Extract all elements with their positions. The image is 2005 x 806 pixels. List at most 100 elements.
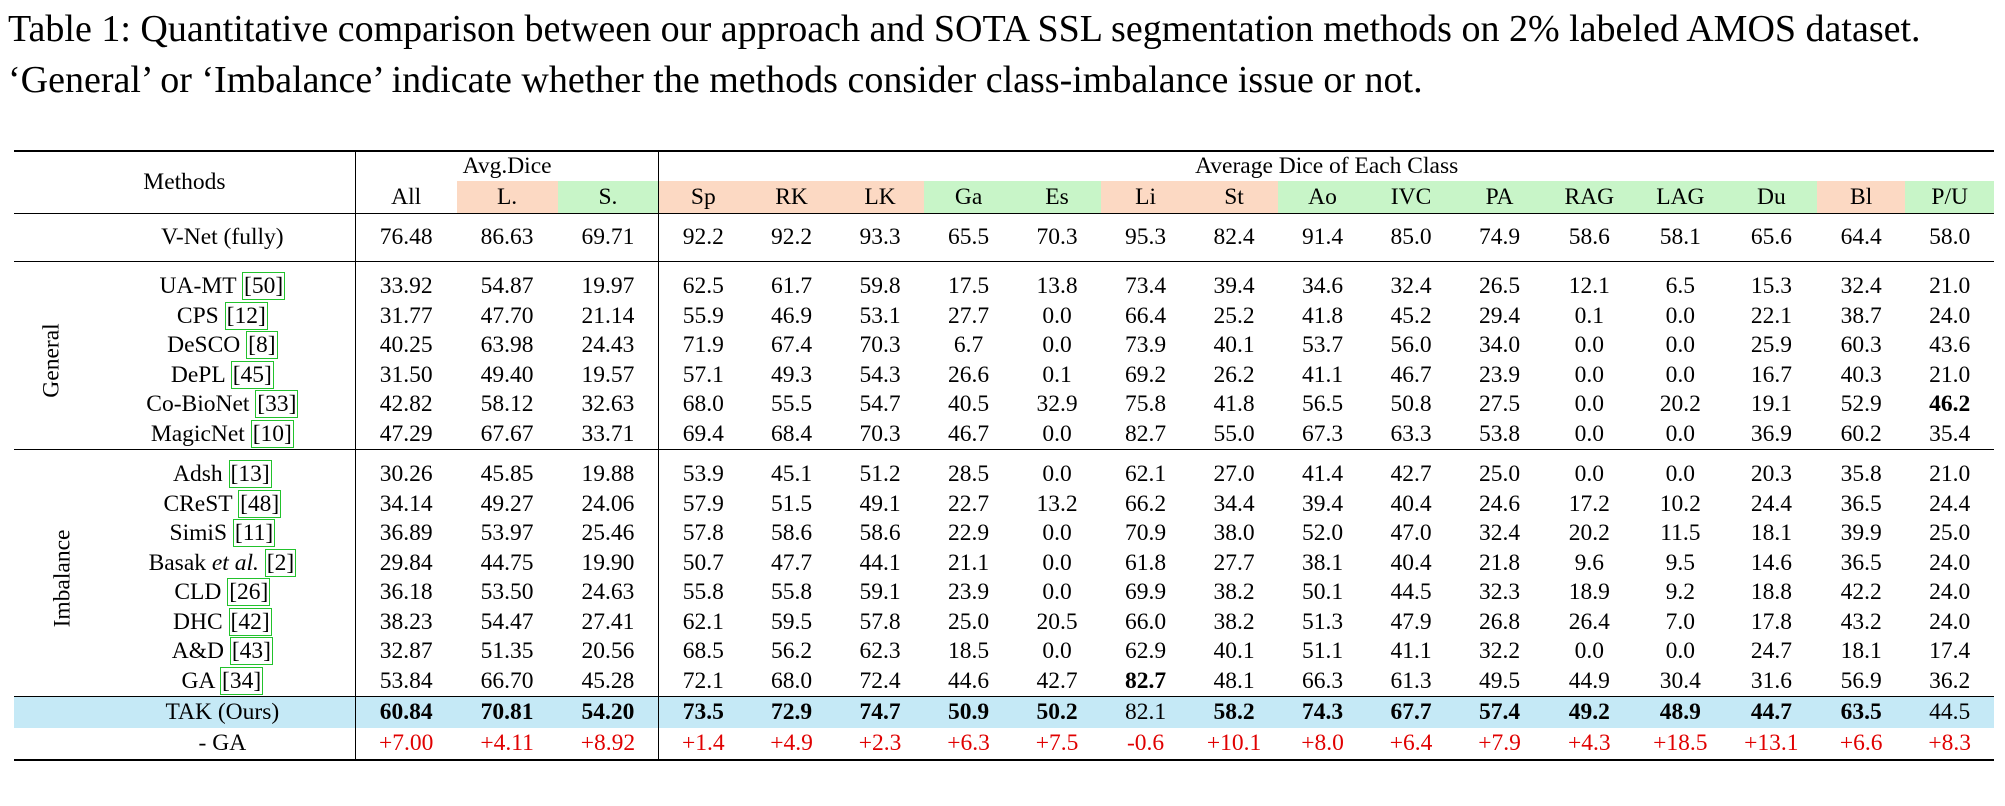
- value-cell: +4.9: [747, 728, 836, 761]
- value-cell: 82.7: [1124, 420, 1167, 447]
- value-cell: 27.5: [1478, 391, 1521, 418]
- value-cell: +4.3: [1543, 728, 1635, 761]
- value-cell: 0.0: [1665, 361, 1696, 388]
- value-cell: 0.0: [1042, 461, 1072, 488]
- citation-link[interactable]: [11]: [232, 519, 276, 548]
- citation-link[interactable]: [12]: [224, 301, 268, 330]
- value-cell: 6.7: [953, 332, 984, 359]
- value-cell: 38.2: [1213, 608, 1255, 635]
- value-cell: 74.9: [1478, 224, 1521, 250]
- value-cell: 61.8: [1124, 549, 1167, 576]
- value-cell: 40.1: [1213, 332, 1255, 359]
- value-cell: 49.40: [480, 361, 534, 388]
- value-cell: 60.3: [1840, 332, 1882, 359]
- value-cell: 65.5: [947, 224, 990, 250]
- value-cell: 53.7: [1301, 332, 1344, 359]
- value-cell: 0.1: [1042, 361, 1072, 388]
- value-cell: 40.1: [1213, 638, 1255, 665]
- citation-link[interactable]: [43]: [229, 637, 273, 666]
- value-cell: 22.7: [947, 490, 990, 517]
- citation-link[interactable]: [8]: [246, 331, 278, 360]
- citation-link[interactable]: [42]: [228, 607, 272, 636]
- col-header-sp: Sp: [658, 181, 748, 214]
- value-cell: 65.6: [1750, 224, 1792, 250]
- value-cell: 13.8: [1036, 273, 1078, 300]
- table-row: CReST [48] 34.14 49.27 24.06 57.9 51.5 49.1 22.…: [14, 489, 1994, 519]
- value-cell: 36.18: [379, 579, 433, 606]
- value-cell: 73.9: [1124, 332, 1167, 359]
- method-label: TAK (Ours): [165, 699, 280, 725]
- citation-link[interactable]: [13]: [228, 460, 272, 489]
- value-cell: 62.1: [1124, 461, 1167, 488]
- citation-link[interactable]: [2]: [264, 548, 297, 577]
- value-cell: 50.2: [1012, 696, 1102, 728]
- value-cell: 30.26: [379, 461, 433, 488]
- value-cell: 56.0: [1390, 332, 1432, 359]
- citation-link[interactable]: [10]: [250, 419, 294, 448]
- value-cell: 24.06: [557, 489, 660, 519]
- col-header-lk: LK: [835, 181, 925, 214]
- method-label: Basak: [148, 549, 206, 576]
- value-cell: +6.3: [924, 728, 1013, 761]
- table-row: CPS [12] 31.77 47.70 21.14 55.9 46.9 53.1 27.7 0…: [14, 301, 1994, 331]
- value-cell: 70.3: [1036, 224, 1078, 250]
- value-cell: 47.9: [1390, 608, 1432, 635]
- value-cell: 74.3: [1278, 696, 1367, 728]
- value-cell: 42.7: [1390, 461, 1432, 488]
- value-cell: 0.0: [1042, 332, 1072, 359]
- value-cell: 43.6: [1929, 332, 1971, 359]
- value-cell: 49.27: [480, 490, 534, 517]
- value-cell: 67.4: [770, 332, 813, 359]
- value-cell: 82.7: [1124, 667, 1167, 694]
- col-header-ivc: IVC: [1366, 181, 1456, 214]
- value-cell: 32.9: [1036, 391, 1078, 418]
- value-cell: 82.1: [1101, 696, 1190, 728]
- value-cell: 21.0: [1929, 461, 1971, 488]
- value-cell: 20.2: [1568, 520, 1610, 547]
- value-cell: 41.8: [1213, 391, 1255, 418]
- group-blank: [14, 214, 90, 262]
- value-cell: 56.9: [1840, 667, 1882, 694]
- table-caption: Table 1: Quantitative comparison between…: [8, 8, 1921, 101]
- value-cell: 46.9: [770, 302, 813, 329]
- value-cell: 67.3: [1301, 420, 1344, 447]
- value-cell: 57.4: [1455, 696, 1544, 728]
- col-header-ga: Ga: [924, 181, 1013, 214]
- citation-link[interactable]: [45]: [230, 360, 274, 389]
- citation-link[interactable]: [34]: [220, 666, 264, 695]
- value-cell: 47.0: [1390, 520, 1432, 547]
- value-cell: 64.4: [1840, 224, 1882, 250]
- value-cell: 56.2: [770, 638, 813, 665]
- citation-link[interactable]: [50]: [242, 272, 286, 301]
- value-cell: 18.5: [947, 638, 990, 665]
- value-cell: 28.5: [947, 461, 990, 488]
- citation-link[interactable]: [33]: [255, 390, 299, 419]
- table-row: Imbalance Adsh [13] 30.26 45.85 19.88 53.9 45.…: [14, 449, 1994, 697]
- value-cell: 18.1: [1840, 638, 1882, 665]
- value-cell: 17.8: [1750, 608, 1792, 635]
- table-row: A&D [43] 32.87 51.35 20.56 68.5 56.2 62.3 18.5 0…: [14, 637, 1994, 667]
- value-cell: 58.6: [859, 520, 901, 547]
- value-cell: 49.3: [770, 361, 813, 388]
- method-label: GA: [181, 667, 215, 694]
- value-cell: 27.41: [557, 607, 660, 637]
- value-cell: 35.8: [1840, 461, 1882, 488]
- value-cell: 19.90: [557, 548, 660, 578]
- value-cell: 34.14: [379, 490, 433, 517]
- col-header-st: St: [1189, 181, 1279, 214]
- value-cell: 69.9: [1124, 579, 1167, 606]
- table-row-diff: - GA +7.00 +4.11 +8.92 +1.4 +4.9 +2.3 +6.3 +7.5-…: [14, 728, 1994, 761]
- value-cell: 0.0: [1574, 461, 1604, 488]
- citation-link[interactable]: [26]: [227, 578, 271, 607]
- method-label-italic: et al.: [211, 549, 259, 576]
- group-label: General: [14, 261, 90, 450]
- citation-link[interactable]: [48]: [238, 489, 282, 518]
- method-label: DeSCO: [167, 332, 241, 359]
- value-cell: 18.9: [1568, 579, 1610, 606]
- value-cell: 51.3: [1301, 608, 1344, 635]
- value-cell: 31.50: [379, 361, 433, 388]
- value-cell: 44.5: [1390, 579, 1432, 606]
- value-cell: 0.0: [1665, 638, 1696, 665]
- method-name: DeSCO [8]: [89, 331, 356, 361]
- value-cell: 0.0: [1042, 579, 1072, 606]
